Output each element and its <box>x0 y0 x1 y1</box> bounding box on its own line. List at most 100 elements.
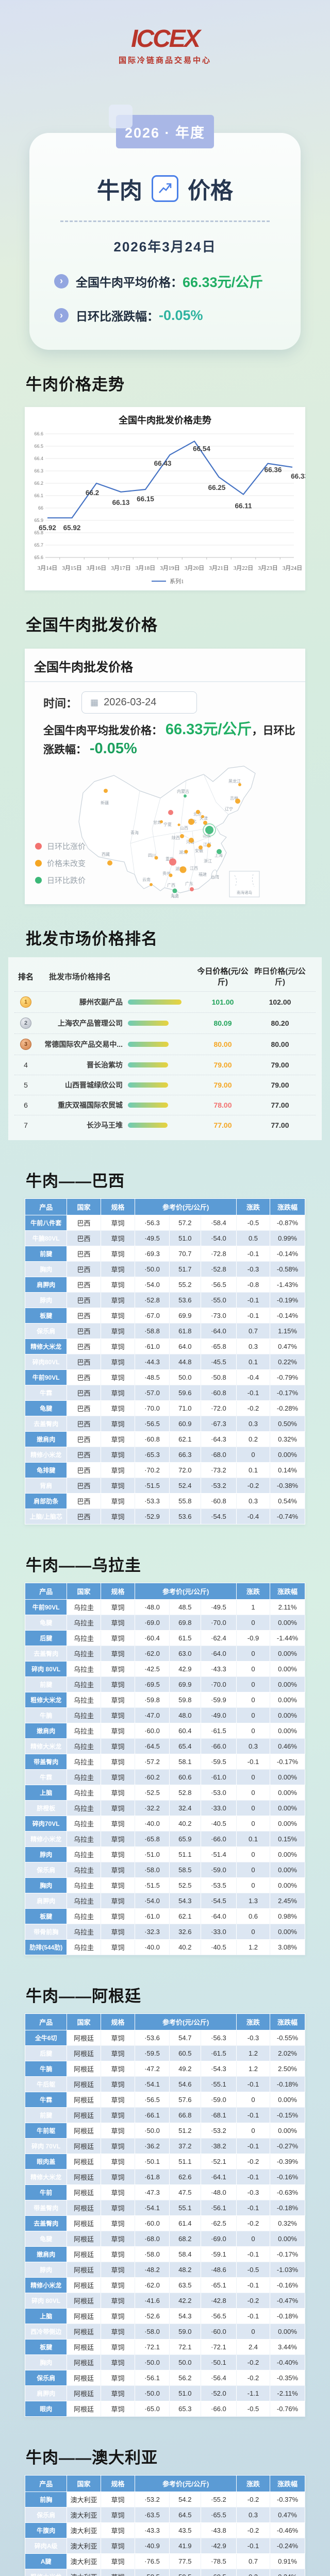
table-cell: 54.3 <box>169 1893 201 1909</box>
svg-text:66.36: 66.36 <box>265 466 282 474</box>
table-cell: ·53.6 <box>135 2030 170 2046</box>
wholesale-avg-row: 全国牛肉平均批发价格： 66.33元/公斤，日环比涨跌幅： -0.05% <box>43 721 305 759</box>
table-cell: 77.5 <box>169 2553 201 2569</box>
table-cell: ·50.0 <box>135 2123 170 2139</box>
table-cell: -0.40% <box>270 2354 305 2370</box>
product-cell: 去盖臀肉 <box>24 1646 68 1662</box>
table-header-cell: 涨跌幅 <box>270 2475 305 2492</box>
yesterday-price: 79.00 <box>271 1081 289 1089</box>
table-cell: ·59.9 <box>200 1692 237 1708</box>
table-row: 前腱 乌拉圭 草饲 ·69.5 69.9·70.0 0 0.00% <box>24 1676 305 1692</box>
table-cell: 0.00% <box>270 2324 305 2340</box>
date-picker-input[interactable]: ▦ 2026-03-24 <box>81 691 197 714</box>
table-cell: 乌拉圭 <box>67 1646 101 1662</box>
table-cell: ·76.5 <box>135 2553 170 2569</box>
table-row: 背肩 巴西 草饲 ·51.5 52.4·53.2 -0.2 -0.38% <box>24 1478 305 1494</box>
legend-label: 日环比跌价 <box>47 876 86 885</box>
comma: ， <box>252 725 263 737</box>
product-cell: 碎肉 70VL <box>24 2138 68 2154</box>
table-cell: 59.0 <box>169 2324 201 2340</box>
table-cell: ·53.2 <box>200 1478 237 1494</box>
table-cell: 54.7 <box>169 2030 201 2046</box>
table-cell: ·48.2 <box>135 2262 170 2278</box>
table-cell: -0.2 <box>236 2370 271 2386</box>
table-cell: 0 <box>236 1447 271 1463</box>
product-cell: 龟腱 <box>24 1615 68 1631</box>
table-cell: ·50.1 <box>200 2354 237 2370</box>
map-province-label: 湖北 <box>179 850 187 855</box>
table-cell: 草饲 <box>100 1862 136 1878</box>
table-cell: 62.1 <box>169 1431 201 1447</box>
table-cell: ·48.0 <box>135 1599 170 1615</box>
price-bar-cell <box>123 1082 194 1088</box>
table-cell: ·38.2 <box>200 2138 237 2154</box>
map-province-label: 黑龙江 <box>228 778 241 784</box>
table-cell: -0.58% <box>270 1261 305 1277</box>
table-header-cell: 规格 <box>100 1198 136 1215</box>
table-cell: -0.1 <box>236 2076 271 2092</box>
table-cell: 草饲 <box>100 2277 136 2293</box>
table-cell: 巴西 <box>67 1277 101 1293</box>
market-name: 山西晋城绿欣公司 <box>65 1081 123 1089</box>
table-cell: ·61.5 <box>200 1723 237 1739</box>
dod-value: -0.05% <box>159 307 203 323</box>
table-cell: 草饲 <box>100 2123 136 2139</box>
table-cell: 0.98% <box>270 1908 305 1924</box>
table-cell: ·66.0 <box>200 1831 237 1847</box>
table-cell: 0.47% <box>270 1338 305 1354</box>
table-cell: 0.5 <box>236 1230 271 1246</box>
today-price: 79.00 <box>213 1061 232 1069</box>
today-price: 80.00 <box>213 1040 232 1048</box>
table-cell: -0.1 <box>236 2107 271 2123</box>
table-cell: 巴西 <box>67 1308 101 1324</box>
table-cell: 草饲 <box>100 1908 136 1924</box>
table-row: 带盖臀肉 阿根廷 草饲 ·54.1 55.1·56.1 -0.1 -0.18% <box>24 2200 305 2216</box>
table-cell: ·47.2 <box>135 2061 170 2077</box>
table-cell: 乌拉圭 <box>67 1862 101 1878</box>
table-cell: ·55.2 <box>200 2492 237 2507</box>
table-cell: 阿根廷 <box>67 2200 101 2216</box>
table-cell: ·73.0 <box>200 1308 237 1324</box>
map-price-dot <box>201 815 204 818</box>
table-cell: 草饲 <box>100 1308 136 1324</box>
table-cell: 巴西 <box>67 1462 101 1478</box>
table-cell: -0.17% <box>270 1754 305 1770</box>
table-row: 前腱 阿根廷 草饲 ·66.1 66.8·68.1 -0.1 -0.15% <box>24 2107 305 2123</box>
table-cell: ·54.3 <box>200 2061 237 2077</box>
table-row: 去盖臀肉 乌拉圭 草饲 ·62.0 63.0·64.0 0 0.00% <box>24 1646 305 1662</box>
table-cell: 草饲 <box>100 2569 136 2576</box>
table-cell: 47.5 <box>169 2184 201 2200</box>
table-cell: 草饲 <box>100 1447 136 1463</box>
map-province-label: 辽宁 <box>225 806 233 811</box>
table-cell: -0.18% <box>270 2308 305 2324</box>
avg-price-label: 全国牛肉平均价格： <box>76 275 183 289</box>
map-price-dot <box>154 856 158 860</box>
product-cell: 带盖臀肉 <box>24 1754 68 1770</box>
table-cell: 1.15% <box>270 1323 305 1339</box>
table-cell: ·72.8 <box>200 1246 237 1262</box>
table-cell: ·70.2 <box>135 1462 170 1478</box>
product-cell: 精修小米龙 <box>24 1447 68 1463</box>
product-cell: 碎肉80VL <box>24 1354 68 1370</box>
table-cell: ·56.5 <box>135 2092 170 2108</box>
table-cell: 57.6 <box>169 2092 201 2108</box>
country-price-table: 产品 国家 规格 参考价(元/公斤) 涨跌 涨跌幅 全牛6切 阿根廷 草饲 ·53.6 54.7·5… <box>24 2013 305 2417</box>
table-cell: 0.6 <box>236 1908 271 1924</box>
table-cell: 阿根廷 <box>67 2231 101 2247</box>
product-cell: 带骨前胸 <box>24 1924 68 1940</box>
ranking-row: 2 上海农产品管理公司 80.09 80.20 <box>14 1012 316 1033</box>
table-cell: 草饲 <box>100 2154 136 2170</box>
market-name: 常德国际农产品交易中... <box>44 1040 123 1048</box>
table-header-cell: 规格 <box>100 1583 136 1600</box>
table-row: 碎肉 70VL 阿根廷 草饲 ·36.2 37.2·38.2 -0.1 -0.27% <box>24 2138 305 2154</box>
table-row: 上脑/上脑芯 巴西 草饲 ·52.9 53.6·54.5 -0.4 -0.74% <box>24 1509 305 1524</box>
table-cell: ·60.8 <box>200 1493 237 1509</box>
table-cell: ·48.5 <box>135 1369 170 1385</box>
table-cell: ·64.1 <box>200 2169 237 2185</box>
wholesale-card-title: 全国牛肉批发价格 <box>25 649 305 682</box>
table-row: 牛霖 乌拉圭 草饲 ·60.2 60.6·61.0 0 0.00% <box>24 1769 305 1785</box>
map-province-label: 吉林 <box>230 795 238 801</box>
table-cell: -1.1 <box>236 2385 271 2401</box>
table-cell: 0 <box>236 1785 271 1801</box>
table-row: 保乐肩 阿根廷 草饲 ·56.1 56.2·56.4 -0.2 -0.35% <box>24 2370 305 2386</box>
